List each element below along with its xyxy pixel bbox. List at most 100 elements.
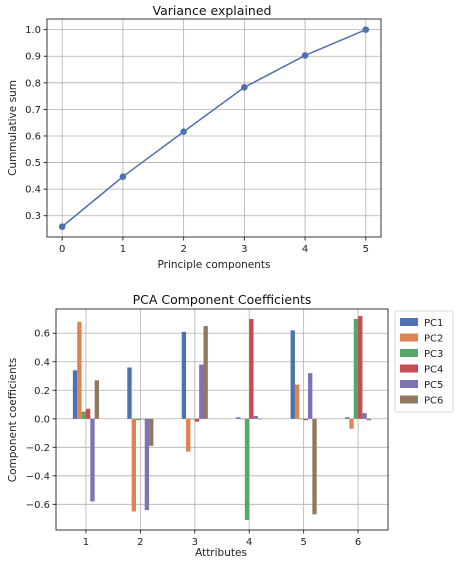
chart1-data-point [362,26,370,33]
chart2-bar-pc2 [240,418,245,420]
chart1-data-point [180,128,187,136]
chart2-bar-pc3 [244,418,250,521]
chart2-bar-pc6 [203,326,208,419]
chart2-x-tick-label: 4 [246,537,252,548]
chart2-bar-pc3 [81,411,86,419]
chart1-y-tick-label: 0.3 [25,211,41,222]
chart1-x-ticks: 0 1 2 3 4 5 [59,237,369,255]
chart2-x-tick-label: 2 [137,537,143,548]
chart2-y-tick-label: 0.6 [34,329,50,340]
chart2-legend-swatch [400,318,418,326]
chart2-bar-pc2 [349,418,354,429]
chart2-bar-pc1 [345,417,350,419]
chart2-bar-pc6 [257,418,263,420]
chart1-series [58,26,370,230]
chart2-bar-pc3 [190,418,195,420]
chart1-data-point [119,173,127,180]
chart1-y-tick-label: 0.4 [25,185,41,196]
chart2-bar-pc4 [85,408,91,419]
chart2-bar-pc5 [307,373,313,419]
chart2-bar-pc2 [294,384,300,419]
chart2-title: PCA Component Coefficients [133,292,312,307]
chart2-legend-label: PC6 [424,396,443,407]
chart2-bar-pc6 [366,418,372,421]
chart1-y-tick-label: 0.6 [25,131,41,142]
chart2-bar-pc4 [249,318,254,419]
chart1-data-point [58,223,66,230]
chart2-bar-pc1 [290,330,295,419]
chart1-y-tick-label: 0.9 [25,52,41,63]
chart2-y-tick-label: −0.2 [26,443,50,454]
chart2-bar-pc1 [72,370,78,419]
chart2-legend-label: PC4 [424,365,443,376]
chart2-bar-pc1 [127,367,132,419]
chart1-y-axis-label: Cummulative sum [7,80,19,176]
chart2-x-tick-label: 6 [355,537,361,548]
chart2-bar-pc6 [312,418,317,515]
chart2-grid [56,309,388,530]
chart1-x-axis-label: Principle components [158,259,271,271]
chart2-x-tick-label: 1 [83,537,89,548]
chart1-x-tick-label: 0 [59,244,65,255]
chart2-legend-label: PC2 [424,334,443,345]
chart2-y-tick-label: −0.4 [26,471,50,482]
chart1-title: Variance explained [153,3,272,18]
chart2-y-ticks: −0.6 −0.4 −0.2 0.0 0.2 0.4 0.6 [26,329,56,511]
chart1-y-tick-label: 0.8 [25,78,41,89]
chart2-bar-pc5 [362,413,367,419]
chart1-data-point [241,84,248,91]
chart1-frame [46,18,382,238]
chart2-bar-pc5 [90,418,95,502]
chart1-x-tick-label: 3 [241,244,247,255]
pca-coefficients-chart: PCA Component Coefficients −0.6 −0.4 −0.2 0… [7,292,454,559]
chart2-legend-swatch [400,395,418,404]
chart2-bar-pc5 [253,415,258,419]
chart2-bar-pc4 [140,418,145,420]
chart2-legend-swatch [400,333,418,342]
chart2-y-tick-label: 0.0 [34,414,50,425]
chart1-series-line [61,28,367,228]
chart2-legend-swatch [400,364,418,373]
chart1-grid [47,19,381,237]
chart2-frame [55,308,389,531]
chart2-legend-label: PC3 [424,349,443,360]
chart2-bar-pc2 [131,418,137,512]
chart2-bar-pc3 [353,318,359,419]
chart1-x-tick-label: 1 [120,244,126,255]
chart1-y-ticks: 0.3 0.4 0.5 0.6 0.7 0.8 0.9 1.0 [25,25,47,222]
chart2-y-tick-label: 0.2 [34,386,50,397]
chart2-bar-pc5 [144,418,150,511]
chart1-y-tick-label: 0.7 [25,105,41,116]
chart2-bar-pc1 [181,331,187,419]
chart2-bar-pc4 [194,418,200,422]
chart2-legend-label: PC1 [424,318,443,329]
chart2-x-ticks: 1 2 3 4 5 6 [83,530,361,548]
chart2-bar-pc2 [77,321,82,419]
chart2-x-axis-label: Attributes [195,547,247,559]
chart2-legend-swatch [400,380,418,388]
chart2-bars [72,316,372,521]
chart1-x-tick-label: 4 [302,244,308,255]
chart2-legend: PC1 PC2 PC3 PC4 PC5 PC6 [394,310,454,413]
chart2-legend-swatch [400,349,418,357]
chart2-x-tick-label: 5 [300,537,306,548]
chart1-x-tick-label: 5 [363,244,369,255]
chart2-bar-pc5 [199,364,204,419]
chart1-y-tick-label: 1.0 [25,25,41,36]
chart1-x-tick-label: 2 [180,244,186,255]
chart1-data-point [301,52,309,59]
chart2-legend-label: PC5 [424,380,443,391]
chart2-y-axis-label: Component coefficients [7,358,19,483]
chart2-bar-pc2 [186,418,191,452]
chart1-y-tick-label: 0.5 [25,158,41,169]
variance-explained-chart: Variance explained 0.3 0.4 0.5 0.6 0.7 0.8 0.9… [7,3,382,271]
chart2-bar-pc3 [299,418,304,420]
chart2-bar-pc6 [149,418,154,446]
chart2-y-tick-label: −0.6 [26,500,50,511]
chart2-y-tick-label: 0.4 [34,357,50,368]
chart2-bar-pc6 [94,380,99,419]
chart2-bar-pc4 [358,316,363,419]
chart2-bar-pc3 [136,418,141,421]
chart2-x-tick-label: 3 [192,537,198,548]
